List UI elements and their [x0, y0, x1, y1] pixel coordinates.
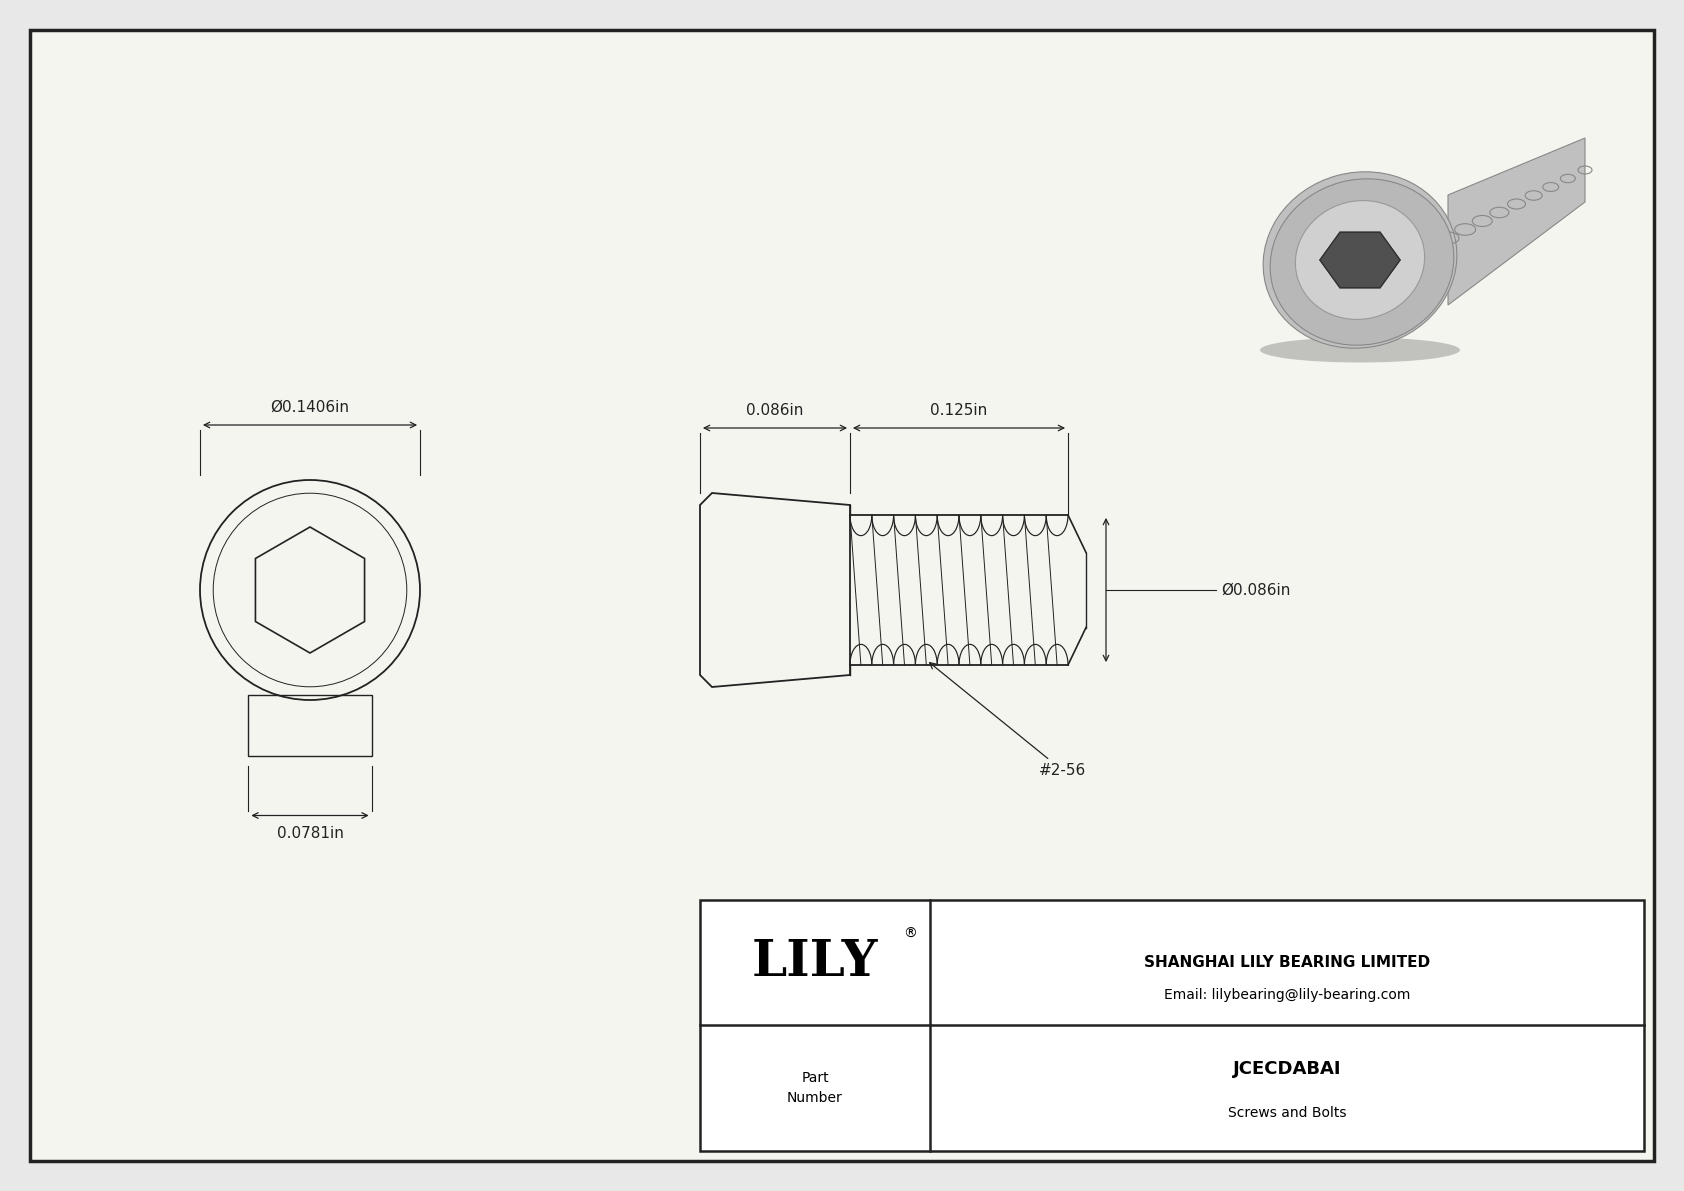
Ellipse shape — [1270, 179, 1453, 345]
Text: #2-56: #2-56 — [930, 662, 1086, 778]
Bar — [701, 900, 1644, 1151]
Text: Part
Number: Part Number — [786, 1071, 844, 1105]
Text: ®: ® — [903, 927, 916, 941]
Text: Screws and Bolts: Screws and Bolts — [1228, 1106, 1346, 1121]
Text: SHANGHAI LILY BEARING LIMITED: SHANGHAI LILY BEARING LIMITED — [1143, 955, 1430, 971]
Bar — [249, 696, 372, 755]
Ellipse shape — [1263, 172, 1457, 348]
Text: JCECDABAI: JCECDABAI — [1233, 1060, 1340, 1078]
Polygon shape — [1448, 138, 1585, 305]
Text: 0.086in: 0.086in — [746, 403, 803, 418]
Polygon shape — [1320, 232, 1399, 288]
Text: LILY: LILY — [751, 937, 877, 986]
Text: 0.0781in: 0.0781in — [276, 825, 344, 841]
Text: Ø0.086in: Ø0.086in — [1221, 582, 1290, 598]
Text: 0.125in: 0.125in — [930, 403, 987, 418]
Ellipse shape — [1295, 200, 1425, 319]
Text: Email: lilybearing@lily-bearing.com: Email: lilybearing@lily-bearing.com — [1164, 989, 1410, 1003]
Polygon shape — [1320, 232, 1399, 288]
Ellipse shape — [1260, 337, 1460, 362]
Text: Ø0.1406in: Ø0.1406in — [271, 400, 350, 414]
